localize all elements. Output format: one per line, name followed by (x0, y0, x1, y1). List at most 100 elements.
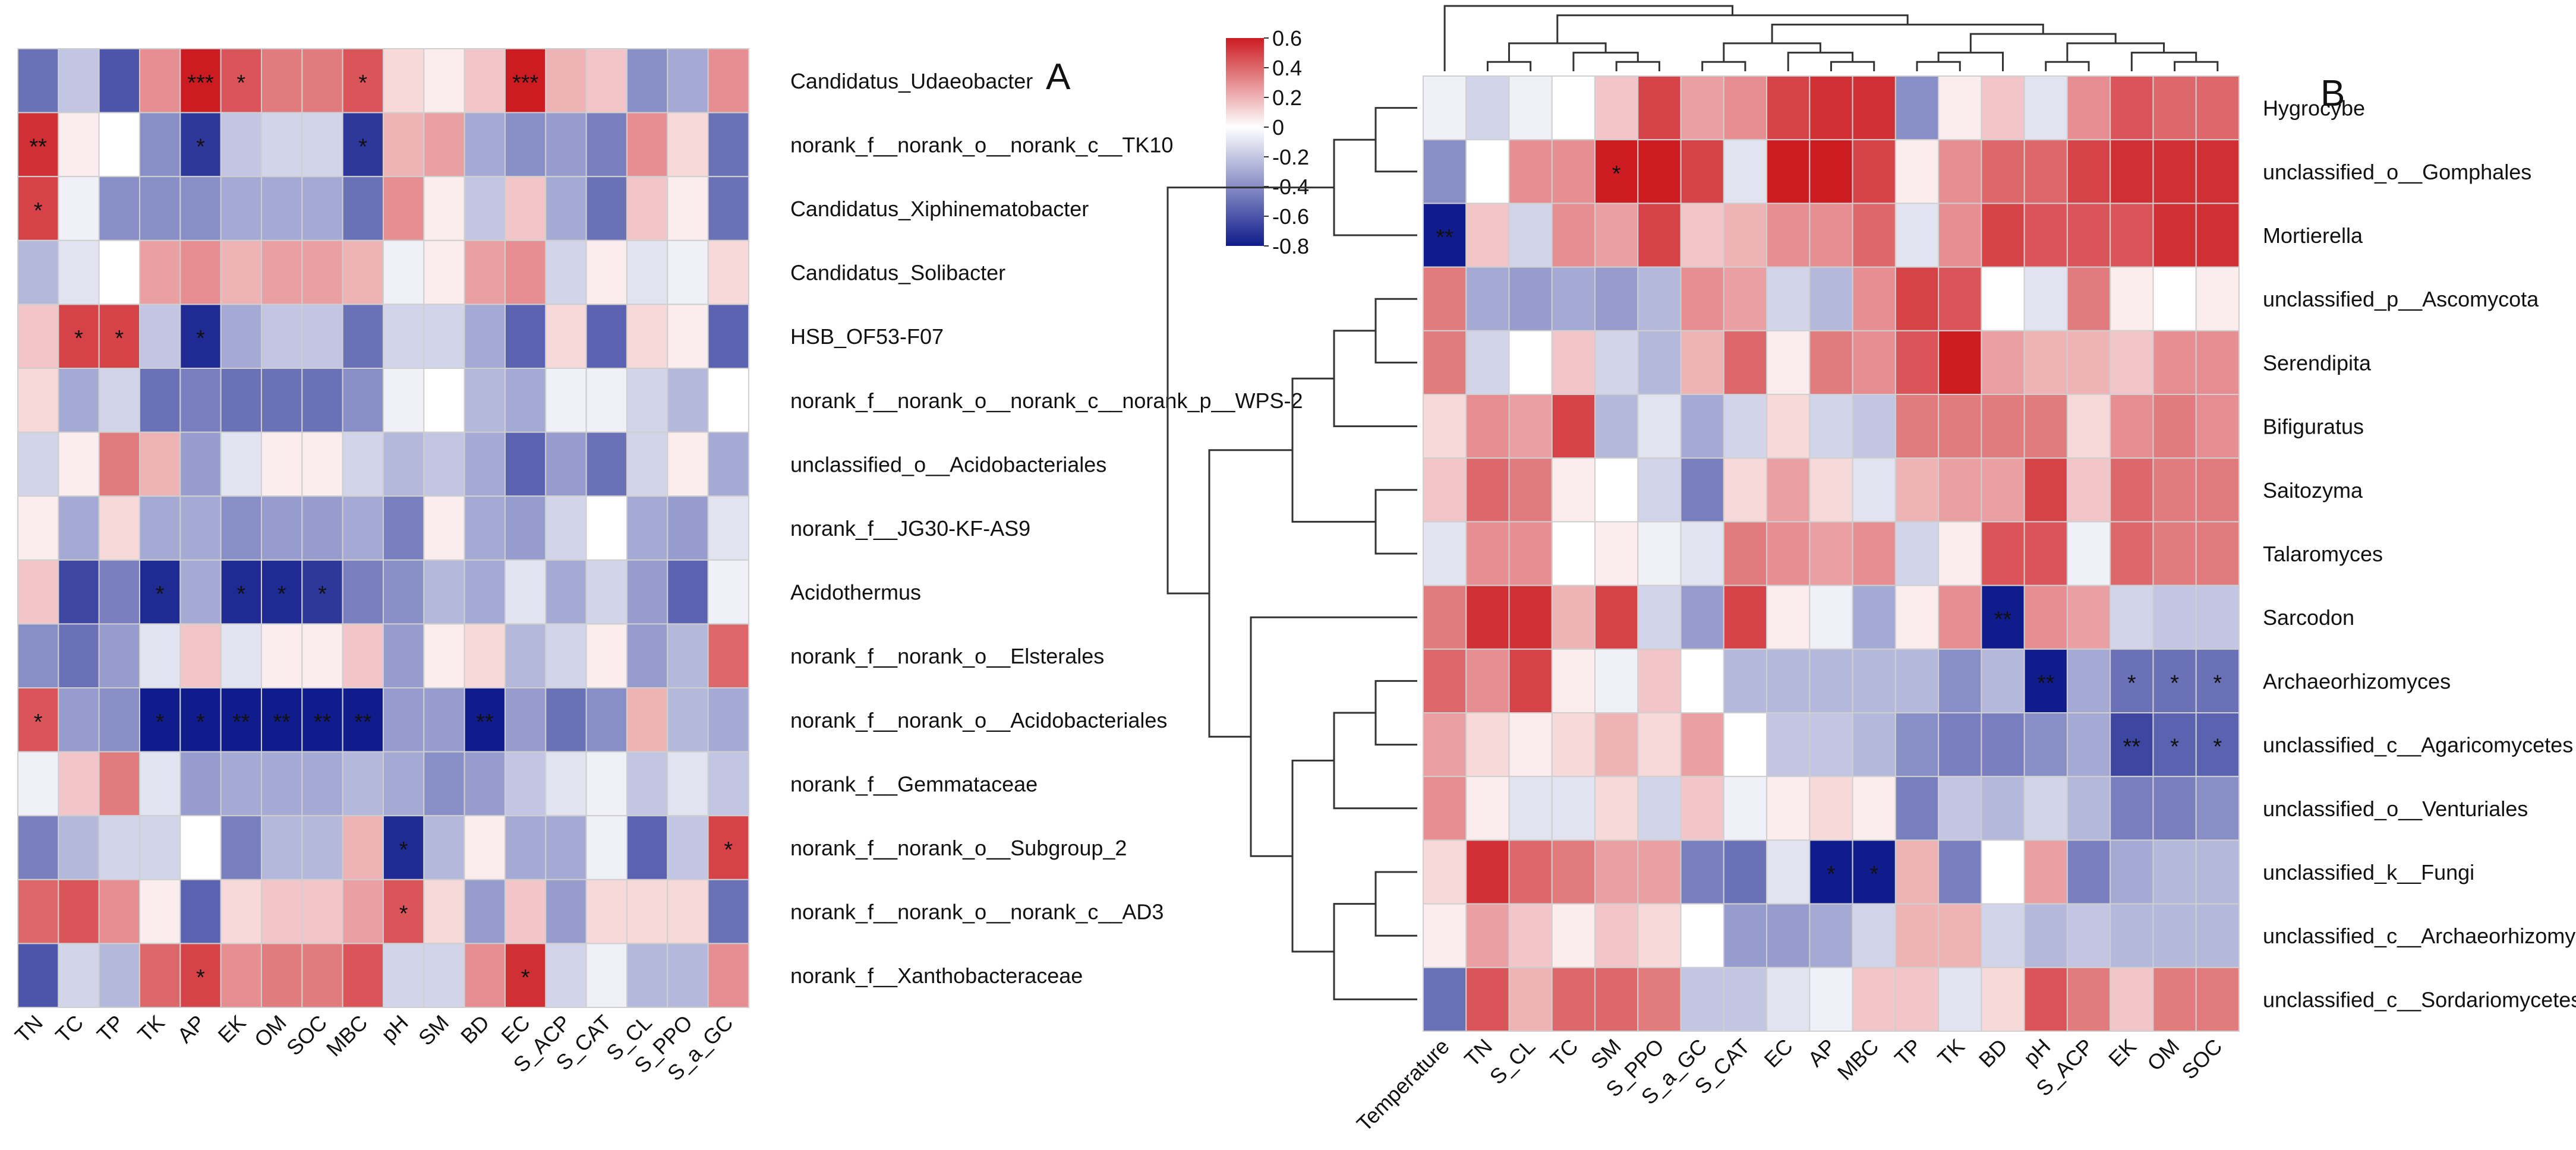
heatmap-b-cell (1981, 839, 2025, 905)
column-dendrogram-branch (1701, 61, 1746, 71)
heatmap-b-cell (2023, 585, 2068, 650)
colorbar-tick-label: -0.2 (1272, 145, 1309, 169)
heatmap-b-cell (1637, 585, 1682, 650)
heatmap-b-cell (1723, 903, 1768, 968)
heatmap-a-column-label: MBC (321, 1010, 373, 1061)
heatmap-a-cell (707, 943, 749, 1009)
heatmap-b-cell (1852, 776, 1896, 841)
heatmap-a-cell (98, 943, 140, 1009)
row-dendrogram-branch (1374, 680, 1417, 746)
heatmap-b-cell (1981, 394, 2025, 459)
heatmap-a-cell (626, 751, 669, 817)
heatmap-b-significance-mark: * (1612, 162, 1621, 187)
heatmap-b-cell (1894, 266, 1940, 331)
heatmap-b-row-label: Bifiguratus (2263, 415, 2364, 439)
heatmap-b-cell (1508, 585, 1553, 650)
heatmap-b-cell (1938, 203, 1982, 268)
heatmap-a-cell (667, 879, 709, 944)
heatmap-a-cell (464, 431, 506, 497)
heatmap-a-cell (545, 48, 587, 113)
heatmap-b-cell (1894, 712, 1940, 778)
heatmap-b-row-label: Serendipita (2263, 350, 2372, 375)
heatmap-a-cell (260, 431, 303, 497)
heatmap-a-significance-mark: * (196, 965, 205, 990)
heatmap-b-cell (1551, 585, 1596, 650)
heatmap-a-cell (58, 559, 100, 625)
heatmap-a-cell (179, 176, 222, 241)
heatmap-a-cell (98, 368, 140, 433)
heatmap-b-cell (1766, 585, 1811, 650)
heatmap-a-cell (423, 943, 465, 1009)
heatmap-a-cell (260, 943, 303, 1009)
heatmap-b-cell (2195, 839, 2240, 905)
heatmap-b-cell (1551, 712, 1596, 778)
heatmap-a-cell (626, 559, 669, 625)
heatmap-a-significance-mark: * (318, 582, 327, 607)
heatmap-b-cell (2066, 585, 2111, 650)
heatmap-b-cell (1594, 330, 1639, 395)
heatmap-a-cell (58, 751, 100, 817)
heatmap-b-cell (2066, 648, 2111, 714)
heatmap-a-cell (138, 687, 181, 753)
heatmap-a-cell (260, 623, 303, 689)
heatmap-a-cell (545, 943, 587, 1009)
heatmap-b-cell (1680, 839, 1724, 905)
heatmap-a-cell (179, 112, 222, 178)
heatmap-b-cell (2152, 139, 2197, 204)
heatmap-b-cell (1852, 75, 1896, 141)
heatmap-b-cell (2152, 521, 2197, 586)
heatmap-b-cell (1938, 457, 1982, 523)
heatmap-b-row-label: Sarcodon (2263, 605, 2354, 630)
heatmap-a-cell (504, 943, 547, 1009)
heatmap-a-cell (17, 431, 59, 497)
heatmap-b-cell (1637, 330, 1682, 395)
heatmap-a-cell (58, 176, 100, 241)
heatmap-b-cell (1766, 203, 1811, 268)
row-dendrogram-branch (1291, 759, 1334, 953)
heatmap-b-cell (1423, 75, 1467, 141)
heatmap-b-cell (1465, 330, 1510, 395)
heatmap-a-cell (301, 48, 343, 113)
heatmap-a: *** * * ***** * *** * ** * * ** * * ** ** ** ** *** *** * C… (10, 48, 1303, 1085)
heatmap-a-row-label: Candidatus_Solibacter (790, 261, 1005, 285)
heatmap-b-cell (1680, 457, 1724, 523)
heatmap-b-cell (1508, 75, 1553, 141)
heatmap-b-cell (1637, 266, 1682, 331)
heatmap-b-cell (2152, 966, 2197, 1032)
heatmap-b-cell (2066, 839, 2111, 905)
heatmap-b-cell (1637, 776, 1682, 841)
heatmap-a-cell (585, 368, 628, 433)
heatmap-a-cell (423, 239, 465, 305)
heatmap-a-cell (179, 815, 222, 880)
heatmap-a-cell (260, 495, 303, 561)
heatmap-b-cell (2023, 139, 2068, 204)
heatmap-b-cell (1723, 585, 1768, 650)
heatmap-a-cell (342, 304, 384, 369)
heatmap-a-significance-mark: * (34, 710, 43, 735)
heatmap-a-cell (260, 368, 303, 433)
heatmap-a-cell (17, 239, 59, 305)
heatmap-a-cell (260, 815, 303, 880)
heatmap-a-cell (667, 176, 709, 241)
heatmap-b-cell (1594, 394, 1639, 459)
heatmap-a-significance-mark: * (156, 582, 165, 607)
heatmap-b-cell (1981, 75, 2025, 141)
row-dendrogram-branch (1291, 377, 1376, 523)
heatmap-a-significance-mark: * (34, 198, 43, 223)
heatmap-b-row-label: unclassified_c__Agaricomycetes (2263, 733, 2573, 757)
heatmap-a-cell (138, 495, 181, 561)
heatmap-b-cell (1551, 776, 1596, 841)
heatmap-a-cell (17, 559, 59, 625)
column-dendrogram-branch (1723, 42, 1821, 62)
heatmap-a-column-label: TC (51, 1010, 88, 1048)
heatmap-b-cell (2110, 966, 2154, 1032)
heatmap-a-cell (382, 687, 425, 753)
heatmap-b-cell (1938, 139, 1982, 204)
heatmap-b: ******* * * *** * ** * Hygrocybeunclassified_o… (1166, 5, 2576, 1136)
heatmap-a-cell (707, 48, 749, 113)
panel-label-a: A (1046, 56, 1071, 97)
heatmap-a-cell (423, 304, 465, 369)
heatmap-a-cell (423, 687, 465, 753)
heatmap-b-cell (1723, 330, 1768, 395)
heatmap-b-cell (2110, 75, 2154, 141)
